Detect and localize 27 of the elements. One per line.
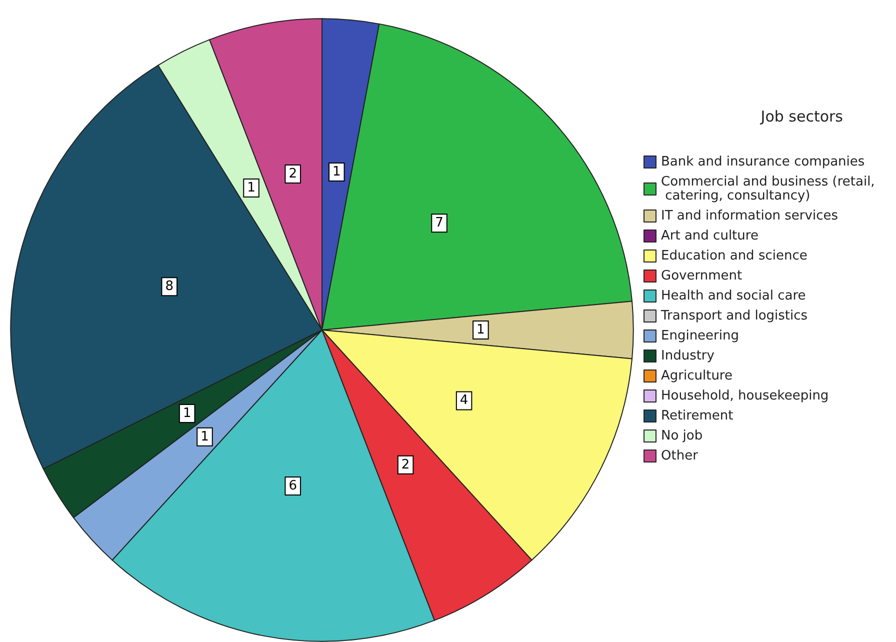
- data-label: 8: [165, 279, 174, 294]
- legend-label: Household, housekeeping: [661, 388, 829, 404]
- legend-label: Government: [661, 268, 742, 284]
- data-label: 6: [288, 478, 297, 494]
- data-label: 4: [460, 393, 468, 408]
- data-label: 1: [332, 164, 341, 180]
- legend-label: No job: [661, 428, 703, 444]
- legend-label: Commercial and business (retail, catering, consultancy): [661, 174, 875, 204]
- legend-label: Transport and logistics: [660, 308, 808, 324]
- legend-label: Education and science: [661, 248, 808, 264]
- legend-label: Engineering: [661, 328, 739, 344]
- data-label: 2: [288, 166, 297, 182]
- legend-label: Industry: [661, 348, 715, 364]
- data-label: 7: [435, 216, 444, 231]
- data-label: 1: [247, 180, 256, 196]
- data-label: 2: [401, 457, 410, 472]
- legend-label: Retirement: [661, 408, 734, 424]
- data-label: 1: [182, 406, 192, 422]
- legend-title: Job sectors: [760, 108, 844, 126]
- data-label: 1: [200, 429, 209, 444]
- legend-label: Bank and insurance companies: [661, 154, 865, 170]
- data-label: 1: [476, 322, 485, 338]
- legend-label: Agriculture: [661, 368, 732, 384]
- legend-label: Art and culture: [661, 228, 758, 244]
- legend-label: Other: [661, 448, 699, 464]
- legend-label: IT and information services: [661, 208, 838, 224]
- legend-label: Health and social care: [661, 288, 806, 304]
